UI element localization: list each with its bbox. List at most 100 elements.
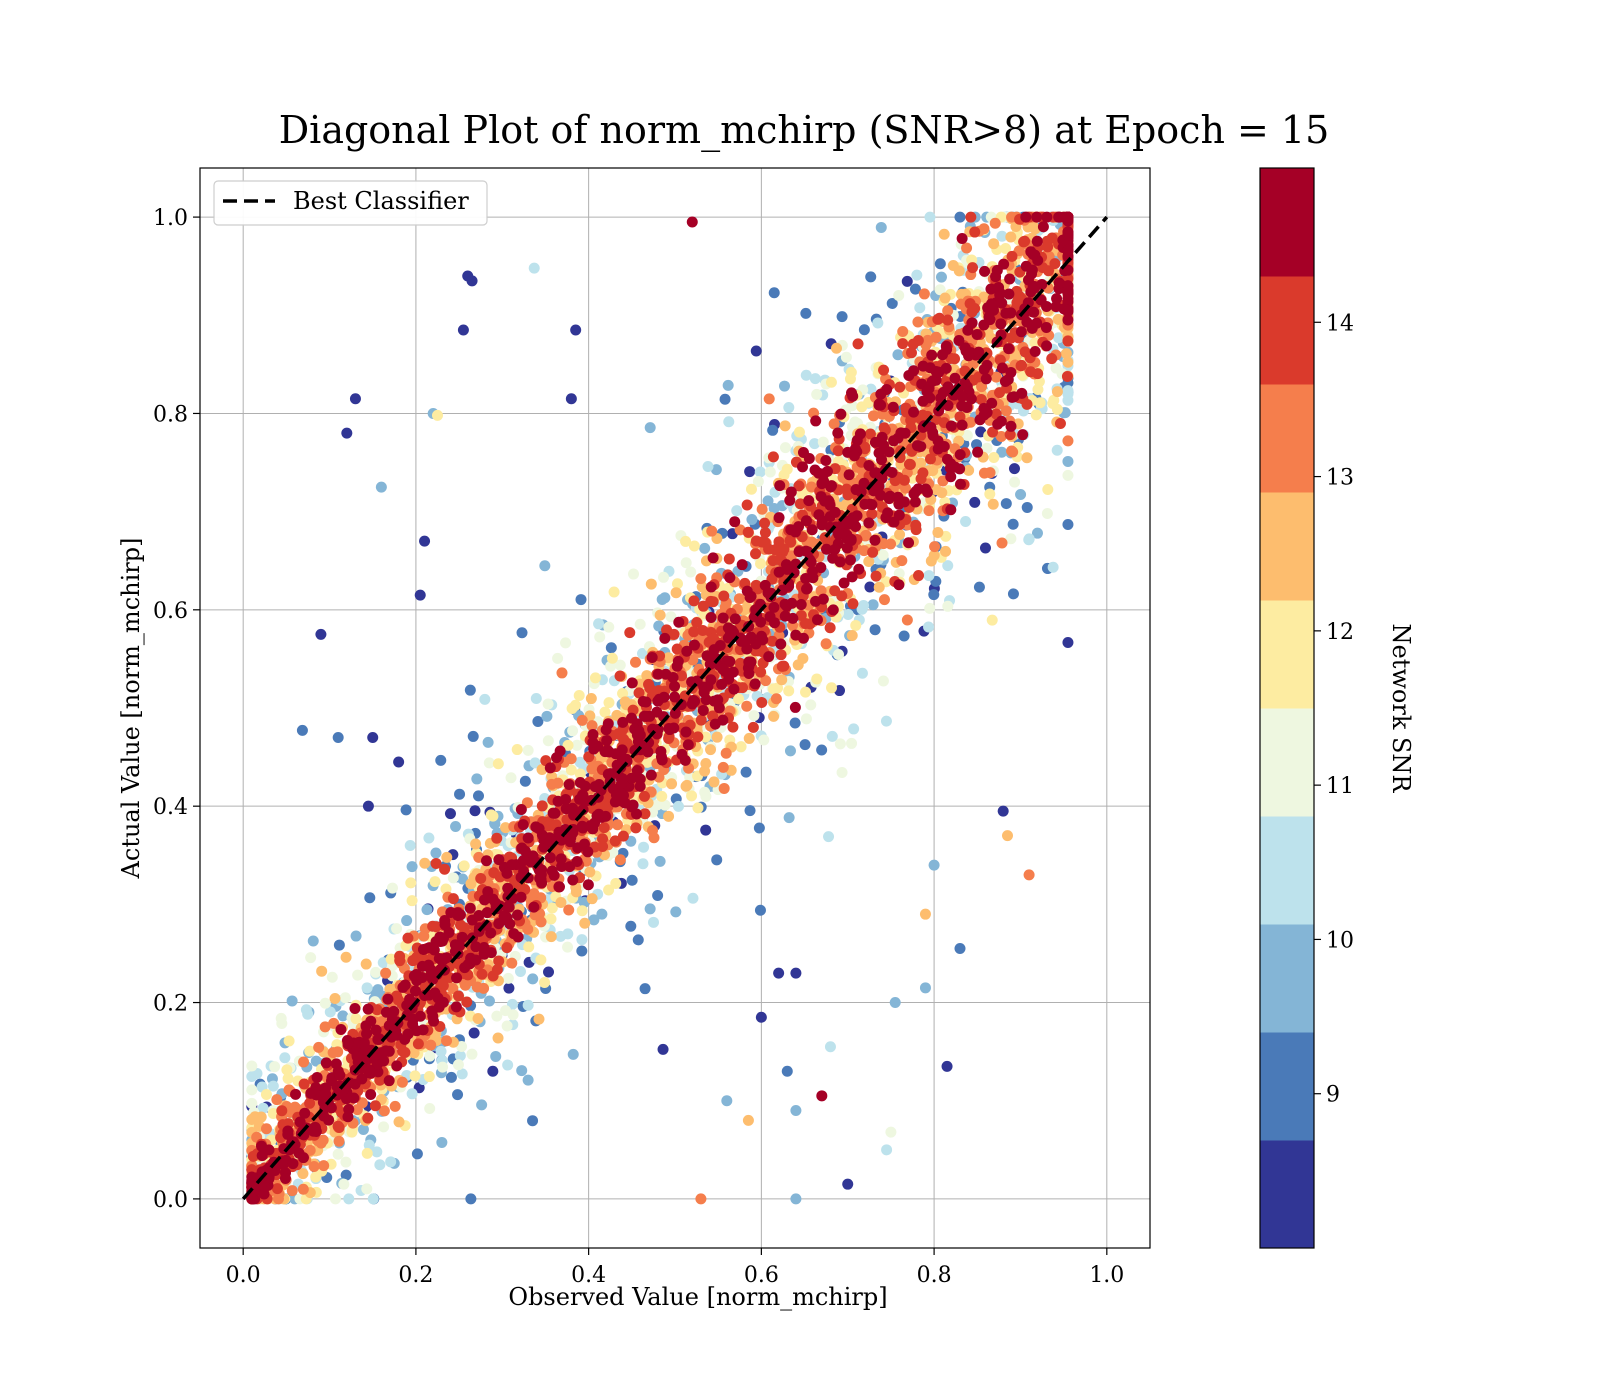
scatter-point	[1062, 637, 1074, 649]
scatter-point	[955, 298, 967, 310]
scatter-point	[981, 359, 993, 371]
scatter-point	[995, 318, 1007, 330]
scatter-point	[1060, 348, 1072, 360]
scatter-point	[781, 463, 793, 475]
scatter-point	[298, 1078, 310, 1090]
scatter-point	[717, 761, 729, 773]
scatter-point	[767, 424, 779, 436]
scatter-point	[676, 670, 688, 682]
scatter-point	[942, 381, 954, 393]
scatter-point	[530, 693, 542, 705]
scatter-point	[584, 866, 596, 878]
scatter-point	[1007, 518, 1019, 530]
scatter-point	[863, 555, 875, 567]
scatter-point	[522, 832, 534, 844]
scatter-point	[1003, 288, 1015, 300]
scatter-point	[316, 965, 328, 977]
scatter-point	[877, 549, 889, 561]
scatter-point	[505, 772, 517, 784]
scatter-point	[549, 807, 561, 819]
scatter-point	[793, 480, 805, 492]
scatter-point	[858, 324, 870, 336]
scatter-point	[776, 674, 788, 686]
scatter-point	[338, 1178, 350, 1190]
scatter-point	[286, 995, 298, 1007]
scatter-point	[628, 568, 640, 580]
scatter-point	[519, 775, 531, 787]
scatter-point	[763, 393, 775, 405]
scatter-point	[441, 851, 453, 863]
scatter-point	[754, 466, 766, 478]
scatter-point	[1005, 420, 1017, 432]
scatter-point	[961, 430, 973, 442]
scatter-point	[797, 461, 809, 473]
scatter-point	[670, 906, 682, 918]
scatter-point	[637, 858, 649, 870]
scatter-point	[293, 1147, 305, 1159]
scatter-point	[669, 691, 681, 703]
scatter-point	[267, 1080, 279, 1092]
scatter-point	[637, 648, 649, 660]
scatter-point	[909, 496, 921, 508]
scatter-point	[792, 659, 804, 671]
scatter-point	[949, 353, 961, 365]
scatter-point	[626, 874, 638, 886]
scatter-point	[965, 347, 977, 359]
scatter-point	[332, 1120, 344, 1132]
scatter-point	[371, 1146, 383, 1158]
scatter-point	[1051, 386, 1063, 398]
scatter-point	[1062, 519, 1074, 531]
scatter-point	[767, 451, 779, 463]
scatter-point	[923, 570, 935, 582]
scatter-point	[724, 572, 736, 584]
scatter-point	[996, 230, 1008, 242]
scatter-point	[800, 307, 812, 319]
scatter-point	[493, 854, 505, 866]
scatter-point	[1029, 346, 1041, 358]
scatter-point	[866, 508, 878, 520]
scatter-point	[700, 731, 712, 743]
scatter-point	[626, 677, 638, 689]
scatter-point	[586, 763, 598, 775]
scatter-point	[980, 373, 992, 385]
scatter-point	[834, 738, 846, 750]
scatter-point	[346, 1126, 358, 1138]
scatter-point	[959, 377, 971, 389]
scatter-point	[878, 594, 890, 606]
scatter-point	[789, 717, 801, 729]
scatter-point	[246, 1060, 258, 1072]
scatter-point	[893, 509, 905, 521]
scatter-point	[352, 969, 364, 981]
scatter-point	[454, 940, 466, 952]
scatter-point	[386, 882, 398, 894]
scatter-point	[688, 626, 700, 638]
scatter-point	[533, 1013, 545, 1025]
scatter-point	[617, 688, 629, 700]
scatter-point	[844, 373, 856, 385]
scatter-point	[246, 1193, 258, 1205]
scatter-point	[996, 446, 1008, 458]
scatter-point	[775, 638, 787, 650]
scatter-point	[869, 624, 881, 636]
scatter-point	[756, 696, 768, 708]
scatter-point	[940, 545, 952, 557]
scatter-point	[912, 316, 924, 328]
scatter-point	[893, 289, 905, 301]
scatter-point	[574, 768, 586, 780]
scatter-point	[764, 466, 776, 478]
scatter-point	[692, 802, 704, 814]
scatter-point	[848, 723, 860, 735]
scatter-point	[784, 745, 796, 757]
scatter-point	[517, 819, 529, 831]
scatter-point	[1019, 235, 1031, 247]
scatter-point	[743, 732, 755, 744]
scatter-point	[1062, 314, 1074, 326]
scatter-point	[361, 1028, 373, 1040]
scatter-point	[570, 699, 582, 711]
scatter-point	[842, 608, 854, 620]
scatter-point	[287, 1158, 299, 1170]
scatter-point	[247, 1150, 259, 1162]
scatter-point	[406, 1088, 418, 1100]
scatter-point	[602, 718, 614, 730]
scatter-point	[639, 983, 651, 995]
